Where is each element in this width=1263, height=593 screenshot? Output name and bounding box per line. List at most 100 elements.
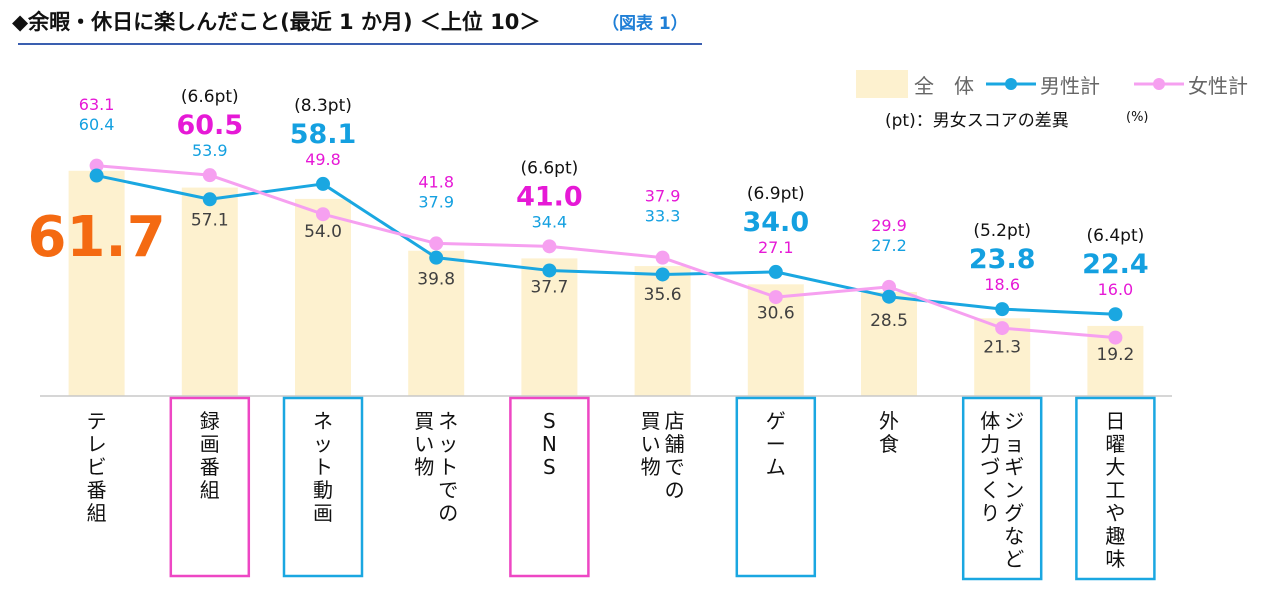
male-point [768,264,783,279]
highlight-value-label: 23.8 [969,244,1036,275]
category-label-char: 大 [1105,455,1125,479]
category-label-char: 趣 [1105,524,1125,548]
category-highlight-box [961,396,1043,581]
category-label-char: ビ [87,455,107,479]
female-point [316,207,330,222]
category-label-char: 食 [879,432,899,456]
category-label-char: 物 [414,455,434,479]
category-label-char: ョ [1004,432,1024,456]
category-label-char: レ [87,432,107,456]
category-label-char: ト [438,455,458,479]
diff-label: (5.2pt) [973,221,1031,241]
total-value-label: 28.5 [870,311,908,331]
total-bar [521,258,578,396]
category-label-char: ジ [1004,409,1024,433]
category-label-char: ッ [438,432,458,456]
category-label-char: 曜 [1105,432,1125,456]
unit-label: (%) [1126,110,1149,125]
chart-title: ◆余暇・休日に楽しんだこと(最近 1 か月) ＜上位 10＞ [12,10,541,34]
female-point [768,290,783,305]
highlight-value-label: 60.5 [176,110,243,141]
total-value-label: 37.7 [530,277,568,297]
bars-layer [68,170,1144,396]
legend-total-label: 全 体 [914,74,974,98]
category-label-char: N [542,432,557,456]
diff-label: (8.3pt) [294,96,352,116]
category-label-char: ン [1004,478,1024,502]
category-label-char: 工 [1105,478,1125,502]
category-label-char: 舗 [665,432,685,456]
female-line [96,164,1116,340]
category-label-char: 番 [87,478,107,502]
male-point [316,176,330,191]
category-label-char: り [980,501,1000,525]
category-label-char: 組 [200,478,220,502]
total-bar [861,291,917,396]
total-value-label: 39.8 [417,270,455,290]
lines-layer [89,158,1123,345]
female-point [542,239,557,254]
diff-label: (6.4pt) [1087,226,1145,246]
category-label-char: 店 [665,409,685,433]
category-label-char: 買 [641,409,661,433]
female-point [655,250,670,265]
category-highlight-box [509,396,590,578]
legend-total-swatch [856,70,908,98]
category-label-char: 組 [87,501,107,525]
total-value-label: 19.2 [1096,345,1134,365]
highlight-value-label: 41.0 [516,181,583,212]
category-label-char: グ [1004,501,1024,525]
category-label-char: ネ [438,409,458,433]
total-value-label: 35.6 [644,285,682,305]
total-bar [181,187,238,396]
series-value-label: 63.1 [79,95,115,114]
category-label-char: で [665,455,685,479]
category-label-char: 録 [200,409,220,433]
category-label-column: ゲーム [766,409,786,479]
male-point [655,267,670,282]
diff-label: (6.6pt) [521,158,579,178]
category-label-char: ー [766,432,786,456]
male-point [89,168,104,183]
category-label-char: の [665,478,685,502]
highlight-value-label: 34.0 [742,207,809,238]
category-label-char: S [543,455,556,479]
category-highlight-box [169,396,251,578]
female-point [89,158,104,173]
series-value-label: 53.9 [192,141,228,160]
total-value-label: 57.1 [191,211,229,231]
category-label-char: 日 [1105,409,1125,433]
category-label-char: な [1004,524,1024,548]
category-label-char: く [980,478,1000,502]
diff-label: (6.9pt) [747,184,805,204]
female-point [882,279,896,294]
category-label-column: 日曜大工や趣味 [1105,409,1125,571]
total-value-label: 30.6 [757,303,795,323]
category-label-char: 力 [980,432,1000,456]
series-value-label: 33.3 [645,207,681,226]
series-value-label: 37.9 [645,187,681,206]
category-label-char: で [438,478,458,502]
category-label-column: 買い物 [414,409,434,479]
total-bar [295,198,351,396]
male-line [96,174,1116,316]
category-label-char: 動 [313,478,333,502]
category-highlight-box [282,396,364,578]
legend-note: (pt)：男女スコアの差異 [885,111,1069,131]
category-label-column: 店舗での [665,409,685,502]
category-label-column: 録画番組 [200,409,220,502]
category-highlight-box [1075,396,1156,581]
category-label-column: ネット動画 [313,409,333,525]
category-label-char: い [641,432,661,456]
series-value-label: 29.9 [871,216,907,235]
male-point [202,192,217,207]
labels-layer: 61.7 57.1 54.0 39.8 37.7 35.6 30.6 28.5 21.3 19.2… [28,87,1149,365]
series-value-label: 60.4 [79,115,115,134]
category-label-char: 画 [200,432,220,456]
series-value-label: 27.1 [758,238,794,257]
category-label-char: S [543,409,556,433]
chart-header: ◆余暇・休日に楽しんだこと(最近 1 か月) ＜上位 10＞ （図表 1） [8,2,702,45]
total-value-label: 54.0 [304,222,342,242]
